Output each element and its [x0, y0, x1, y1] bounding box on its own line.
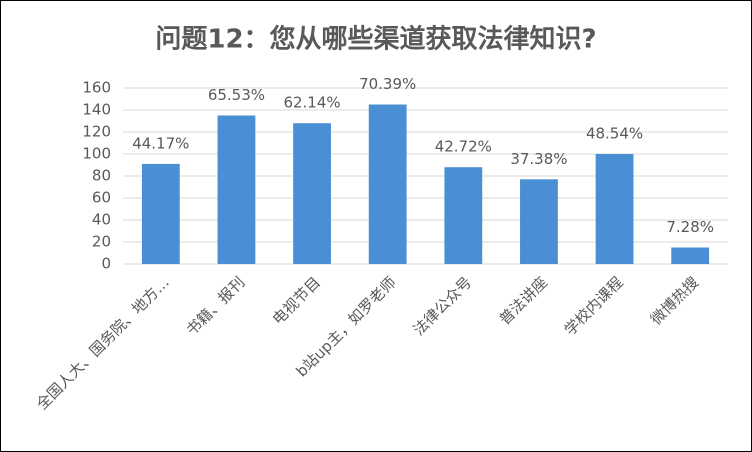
y-tick-label: 40	[92, 211, 111, 229]
bar	[368, 104, 407, 264]
y-tick-label: 140	[82, 101, 111, 119]
bar	[520, 179, 558, 264]
y-tick-label: 80	[92, 167, 111, 185]
bar	[444, 167, 483, 264]
data-label: 7.28%	[666, 218, 714, 236]
data-label: 70.39%	[359, 75, 416, 93]
data-label: 37.38%	[510, 150, 567, 168]
data-label: 48.54%	[586, 125, 643, 143]
bar	[141, 163, 180, 264]
data-label: 44.17%	[132, 134, 189, 152]
y-tick-label: 100	[82, 145, 111, 163]
y-tick-label: 160	[82, 79, 111, 97]
data-label: 62.14%	[283, 94, 340, 112]
bar	[217, 115, 256, 264]
y-tick-label: 60	[92, 189, 111, 207]
y-tick-label: 0	[101, 255, 111, 273]
y-tick-label: 20	[92, 233, 111, 251]
data-label: 65.53%	[208, 86, 265, 104]
bar	[595, 154, 634, 264]
data-label: 42.72%	[435, 138, 492, 156]
bar	[671, 247, 710, 264]
chart-title: 问题12：您从哪些渠道获取法律知识?	[155, 24, 596, 55]
bar	[293, 123, 331, 264]
y-tick-label: 120	[82, 123, 111, 141]
